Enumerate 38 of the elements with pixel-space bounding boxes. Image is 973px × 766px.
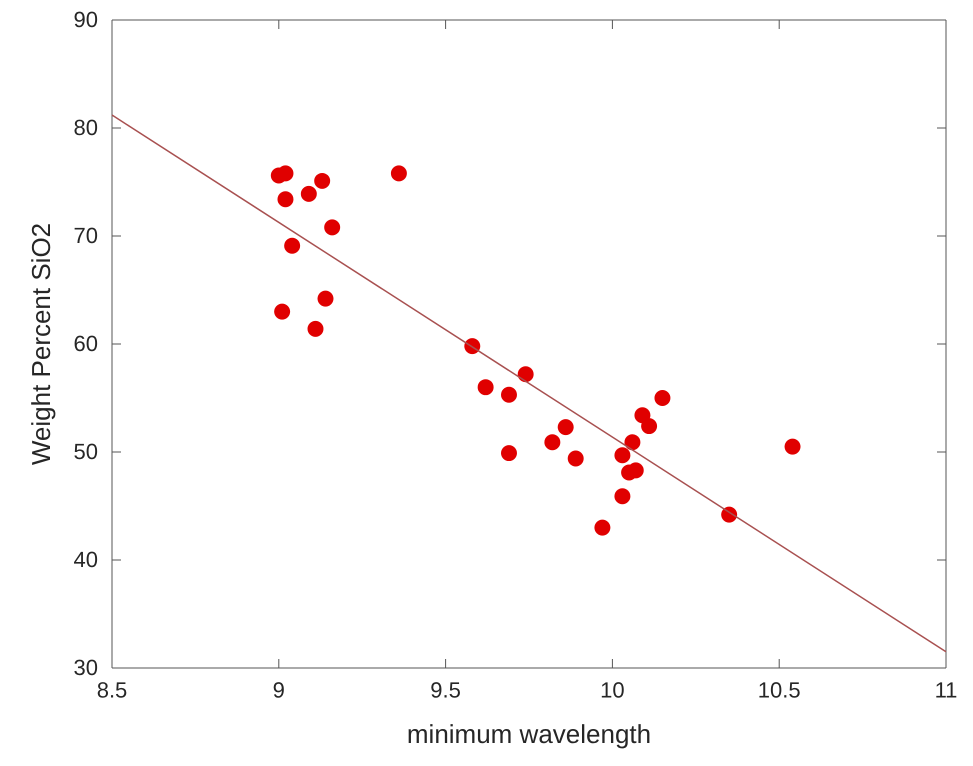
point xyxy=(568,450,584,466)
x-tick-label: 10.5 xyxy=(758,678,801,703)
y-tick-label: 90 xyxy=(74,7,98,32)
point xyxy=(274,304,290,320)
point xyxy=(501,386,517,403)
point xyxy=(624,434,640,450)
y-tick-label: 70 xyxy=(74,223,98,248)
y-axis-title: Weight Percent SiO2 xyxy=(26,222,56,466)
point xyxy=(324,219,340,236)
point xyxy=(478,379,494,396)
y-tick-label: 40 xyxy=(74,547,98,572)
y-tick-label: 60 xyxy=(74,331,98,356)
point xyxy=(594,520,610,536)
point xyxy=(784,438,801,455)
point xyxy=(544,434,560,450)
point xyxy=(284,238,300,254)
x-axis-title: minimum wavelength xyxy=(406,719,652,749)
point xyxy=(501,445,517,462)
x-tick-label: 11 xyxy=(934,678,958,703)
point xyxy=(308,320,324,337)
point xyxy=(654,390,670,406)
point xyxy=(277,191,294,208)
point xyxy=(390,165,407,182)
y-tick-label: 80 xyxy=(74,115,98,140)
point xyxy=(558,419,574,436)
point xyxy=(300,186,317,202)
y-tick-label: 30 xyxy=(74,655,98,680)
point xyxy=(614,447,630,464)
point xyxy=(614,488,630,504)
point xyxy=(318,290,334,307)
point xyxy=(518,366,534,382)
y-tick-label: 50 xyxy=(74,439,98,464)
x-tick-label: 10 xyxy=(600,678,625,703)
x-tick-label: 8.5 xyxy=(96,678,128,703)
x-tick-label: 9.5 xyxy=(430,678,461,703)
x-tick-label: 9 xyxy=(272,678,285,703)
point xyxy=(641,418,658,434)
point xyxy=(314,172,330,189)
